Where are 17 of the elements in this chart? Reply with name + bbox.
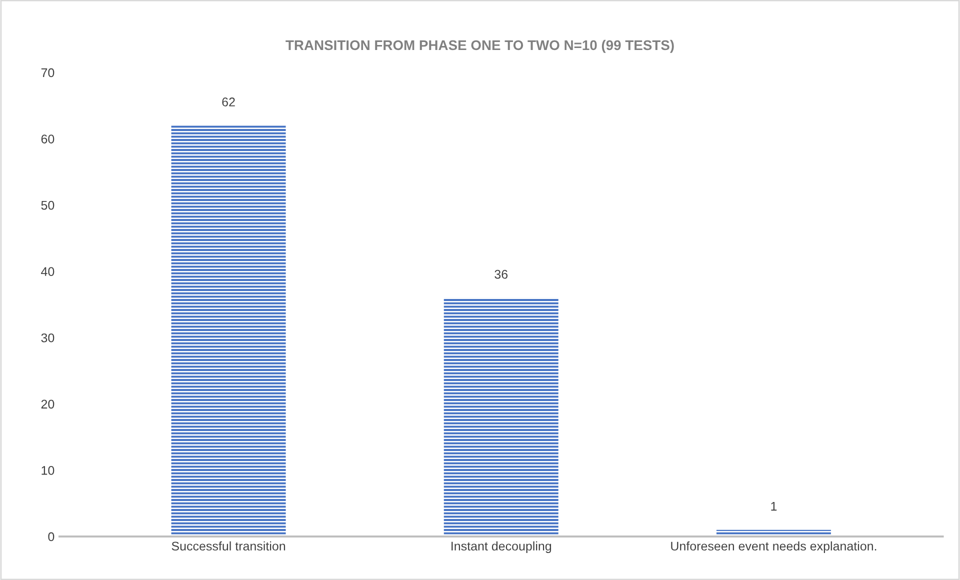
x-tick-label: Unforeseen event needs explanation. <box>671 541 876 554</box>
y-tick-label: 10 <box>42 466 54 475</box>
data-label: 36 <box>494 270 508 279</box>
y-tick-label: 70 <box>41 68 54 78</box>
bar <box>444 298 558 536</box>
y-tick-label: 20 <box>41 400 54 409</box>
x-tick-label: Instant decoupling <box>452 541 552 554</box>
y-tick-label: 30 <box>41 333 54 342</box>
y-tick-label: 40 <box>41 267 54 276</box>
data-label: 1 <box>771 502 777 511</box>
y-tick-label: 50 <box>41 200 54 210</box>
data-label: 62 <box>222 98 235 106</box>
y-tick-label: 60 <box>41 134 54 144</box>
bar <box>171 126 286 536</box>
y-tick-label: 0 <box>48 532 54 542</box>
chart-title: TRANSITION FROM PHASE ONE TO TWO N=10 (99 TESTS) <box>286 40 674 53</box>
x-tick-label: Successful transition <box>172 541 286 551</box>
